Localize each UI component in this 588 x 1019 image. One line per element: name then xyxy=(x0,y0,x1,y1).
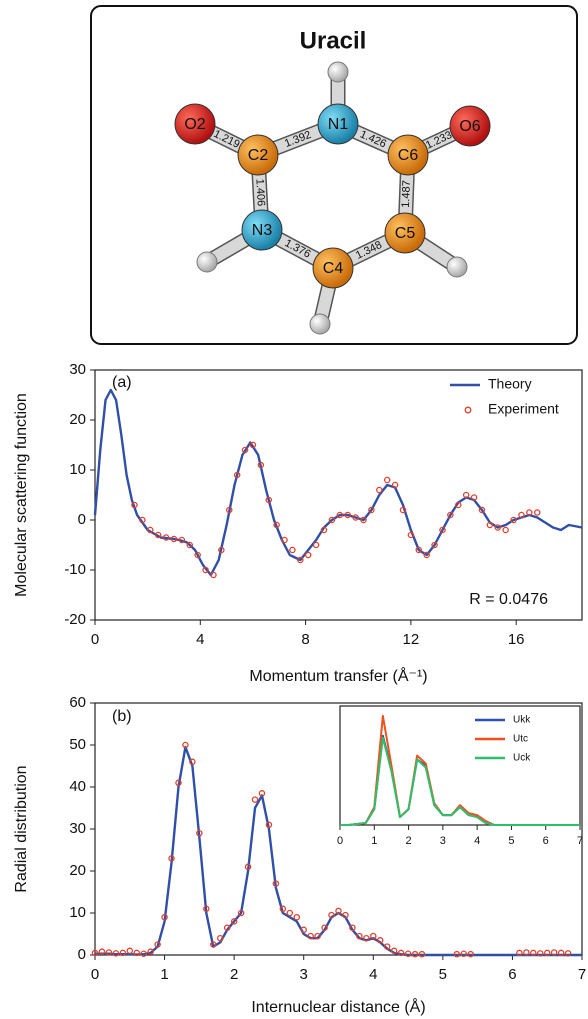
y-tick-label: 60 xyxy=(69,694,86,711)
x-tick-label: 12 xyxy=(403,631,420,648)
x-tick-label: 0 xyxy=(337,835,343,847)
x-tick-label: 4 xyxy=(369,966,377,983)
x-tick-label: 2 xyxy=(230,966,238,983)
legend-label: Ukk xyxy=(513,715,531,726)
figure: Uracil 1.2191.3921.4261.2331.4061.4871.3… xyxy=(0,0,588,1019)
x-axis-label: Internuclear distance (Å) xyxy=(251,997,425,1016)
atom-label: C5 xyxy=(395,225,416,242)
x-tick-label: 1 xyxy=(160,966,168,983)
y-tick-label: 30 xyxy=(69,820,86,837)
y-tick-label: 50 xyxy=(69,736,86,753)
y-tick-label: -10 xyxy=(64,561,86,578)
x-tick-label: 5 xyxy=(508,835,514,847)
hydrogen-atom xyxy=(197,252,217,272)
annotation: (b) xyxy=(112,708,132,725)
molecule-title: Uracil xyxy=(300,27,367,54)
y-tick-label: 20 xyxy=(69,411,86,428)
x-axis-label: Momentum transfer (Å⁻¹) xyxy=(249,666,427,685)
y-axis-label: Molecular scattering function xyxy=(13,393,30,597)
atom-label: C2 xyxy=(248,147,269,164)
atom-label: N3 xyxy=(252,222,273,239)
y-tick-label: -20 xyxy=(64,611,86,628)
legend-label: Uck xyxy=(513,753,531,764)
x-tick-label: 3 xyxy=(300,966,308,983)
hydrogen-atom xyxy=(447,257,467,277)
y-tick-label: 0 xyxy=(78,946,86,963)
legend-label: Experiment xyxy=(488,401,559,417)
x-tick-label: 1 xyxy=(371,835,377,847)
legend-label: Theory xyxy=(488,376,532,392)
y-tick-label: 40 xyxy=(69,778,86,795)
y-tick-label: 10 xyxy=(69,904,86,921)
atom-label: C6 xyxy=(398,147,419,164)
x-tick-label: 16 xyxy=(508,631,525,648)
atom-label: O6 xyxy=(459,118,480,135)
annotation: R = 0.0476 xyxy=(469,591,548,608)
y-axis-label: Radial distribution xyxy=(13,765,30,892)
x-tick-label: 6 xyxy=(508,966,516,983)
atom-label: N1 xyxy=(328,116,349,133)
x-tick-label: 6 xyxy=(543,835,549,847)
legend-label: Utc xyxy=(513,734,528,745)
x-tick-label: 5 xyxy=(439,966,447,983)
atom-label: O2 xyxy=(184,116,205,133)
x-tick-label: 0 xyxy=(91,966,99,983)
annotation: (a) xyxy=(112,374,132,391)
bond-length: 1.487 xyxy=(400,180,413,208)
x-tick-label: 3 xyxy=(440,835,446,847)
y-tick-label: 10 xyxy=(69,461,86,478)
bond-length: 1.406 xyxy=(253,178,266,206)
x-tick-label: 4 xyxy=(474,835,480,847)
y-tick-label: 30 xyxy=(69,361,86,378)
hydrogen-atom xyxy=(310,314,330,334)
x-tick-label: 7 xyxy=(578,966,586,983)
x-tick-label: 0 xyxy=(91,631,99,648)
y-tick-label: 0 xyxy=(78,511,86,528)
x-tick-label: 7 xyxy=(577,835,583,847)
x-tick-label: 4 xyxy=(196,631,204,648)
x-tick-label: 2 xyxy=(406,835,412,847)
x-tick-label: 8 xyxy=(301,631,309,648)
atom-label: C4 xyxy=(323,260,344,277)
y-tick-label: 20 xyxy=(69,862,86,879)
hydrogen-atom xyxy=(328,62,348,82)
